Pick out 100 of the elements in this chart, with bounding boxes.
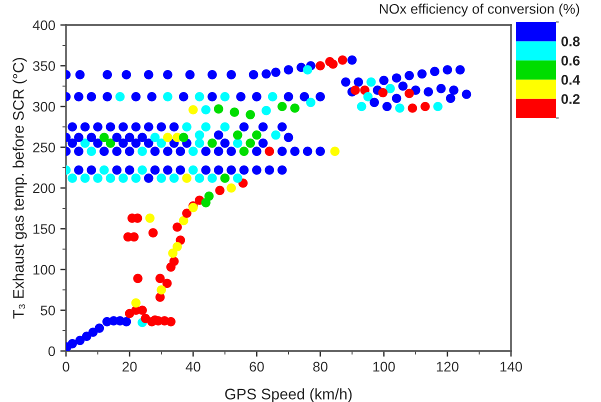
point [182, 174, 192, 183]
point [131, 298, 141, 308]
point [138, 165, 147, 175]
point [201, 122, 211, 132]
point [302, 65, 312, 74]
point [68, 122, 78, 132]
point [144, 174, 154, 183]
point [194, 92, 204, 102]
point [144, 138, 154, 148]
point [252, 92, 262, 102]
point [262, 69, 271, 79]
x-tick-label: 0 [62, 362, 70, 372]
point [208, 174, 217, 183]
point [214, 104, 224, 114]
point [258, 138, 268, 148]
point [122, 317, 132, 326]
point [284, 92, 294, 102]
point [124, 132, 134, 142]
point [386, 84, 395, 94]
x-axis-title: GPS Speed (km/h) [225, 388, 352, 402]
point [284, 132, 294, 142]
point [370, 98, 379, 108]
point [268, 92, 278, 102]
point [277, 165, 287, 175]
point [382, 102, 392, 112]
point [252, 146, 262, 156]
point [316, 146, 325, 156]
point [99, 132, 109, 142]
color-bar-label: 0.2 [561, 94, 580, 104]
point [188, 165, 198, 175]
point [112, 165, 122, 175]
point [176, 165, 186, 175]
point [226, 146, 236, 156]
y-tick-label: 350 [32, 61, 56, 71]
point [306, 98, 316, 108]
point [86, 146, 96, 156]
point [106, 138, 116, 148]
point [316, 92, 325, 102]
point [163, 165, 172, 175]
point [163, 92, 172, 102]
point [162, 278, 172, 288]
point [156, 285, 166, 295]
y-tick-label: 250 [33, 142, 56, 152]
point [178, 216, 188, 226]
color-bar-title: NOx efficiency of conversion (%) [380, 4, 580, 17]
point [462, 90, 472, 99]
point [155, 274, 165, 284]
point [226, 183, 236, 193]
point [277, 146, 287, 156]
point [214, 165, 224, 175]
point [201, 165, 211, 175]
point [148, 228, 158, 238]
x-tick-label: 100 [373, 362, 395, 372]
point [226, 165, 236, 175]
point [201, 105, 211, 114]
y-tick-label: 150 [33, 224, 56, 234]
point [404, 70, 414, 80]
x-tick-label: 80 [313, 362, 328, 372]
point [258, 122, 268, 132]
point [215, 186, 224, 196]
point [302, 146, 312, 156]
point [264, 165, 274, 175]
point [169, 174, 179, 183]
point [220, 92, 230, 102]
point [347, 55, 357, 65]
point [252, 130, 262, 140]
point [93, 174, 102, 183]
point [74, 92, 84, 102]
point [220, 122, 230, 132]
point [150, 132, 160, 142]
point [124, 146, 134, 156]
point [449, 86, 458, 95]
point [277, 122, 287, 132]
point [145, 213, 155, 223]
point [118, 138, 128, 148]
point [446, 94, 456, 104]
point [176, 146, 186, 156]
point [168, 248, 178, 258]
point [112, 132, 122, 142]
point [252, 165, 262, 175]
point [106, 122, 116, 132]
point [442, 65, 452, 74]
x-tick-label: 60 [250, 362, 264, 372]
point [74, 146, 84, 156]
color-bar-label: 0.6 [561, 56, 580, 66]
point [99, 146, 109, 156]
point [208, 92, 217, 102]
point [330, 146, 340, 156]
point [178, 132, 188, 142]
point [150, 165, 160, 175]
point [172, 222, 182, 232]
point [102, 92, 112, 102]
point [93, 122, 102, 132]
point [144, 122, 154, 132]
point [80, 138, 90, 148]
color-bar-label: 0.8 [561, 36, 580, 46]
point [194, 174, 204, 183]
point [379, 76, 389, 86]
point [354, 77, 364, 87]
point [169, 256, 179, 266]
